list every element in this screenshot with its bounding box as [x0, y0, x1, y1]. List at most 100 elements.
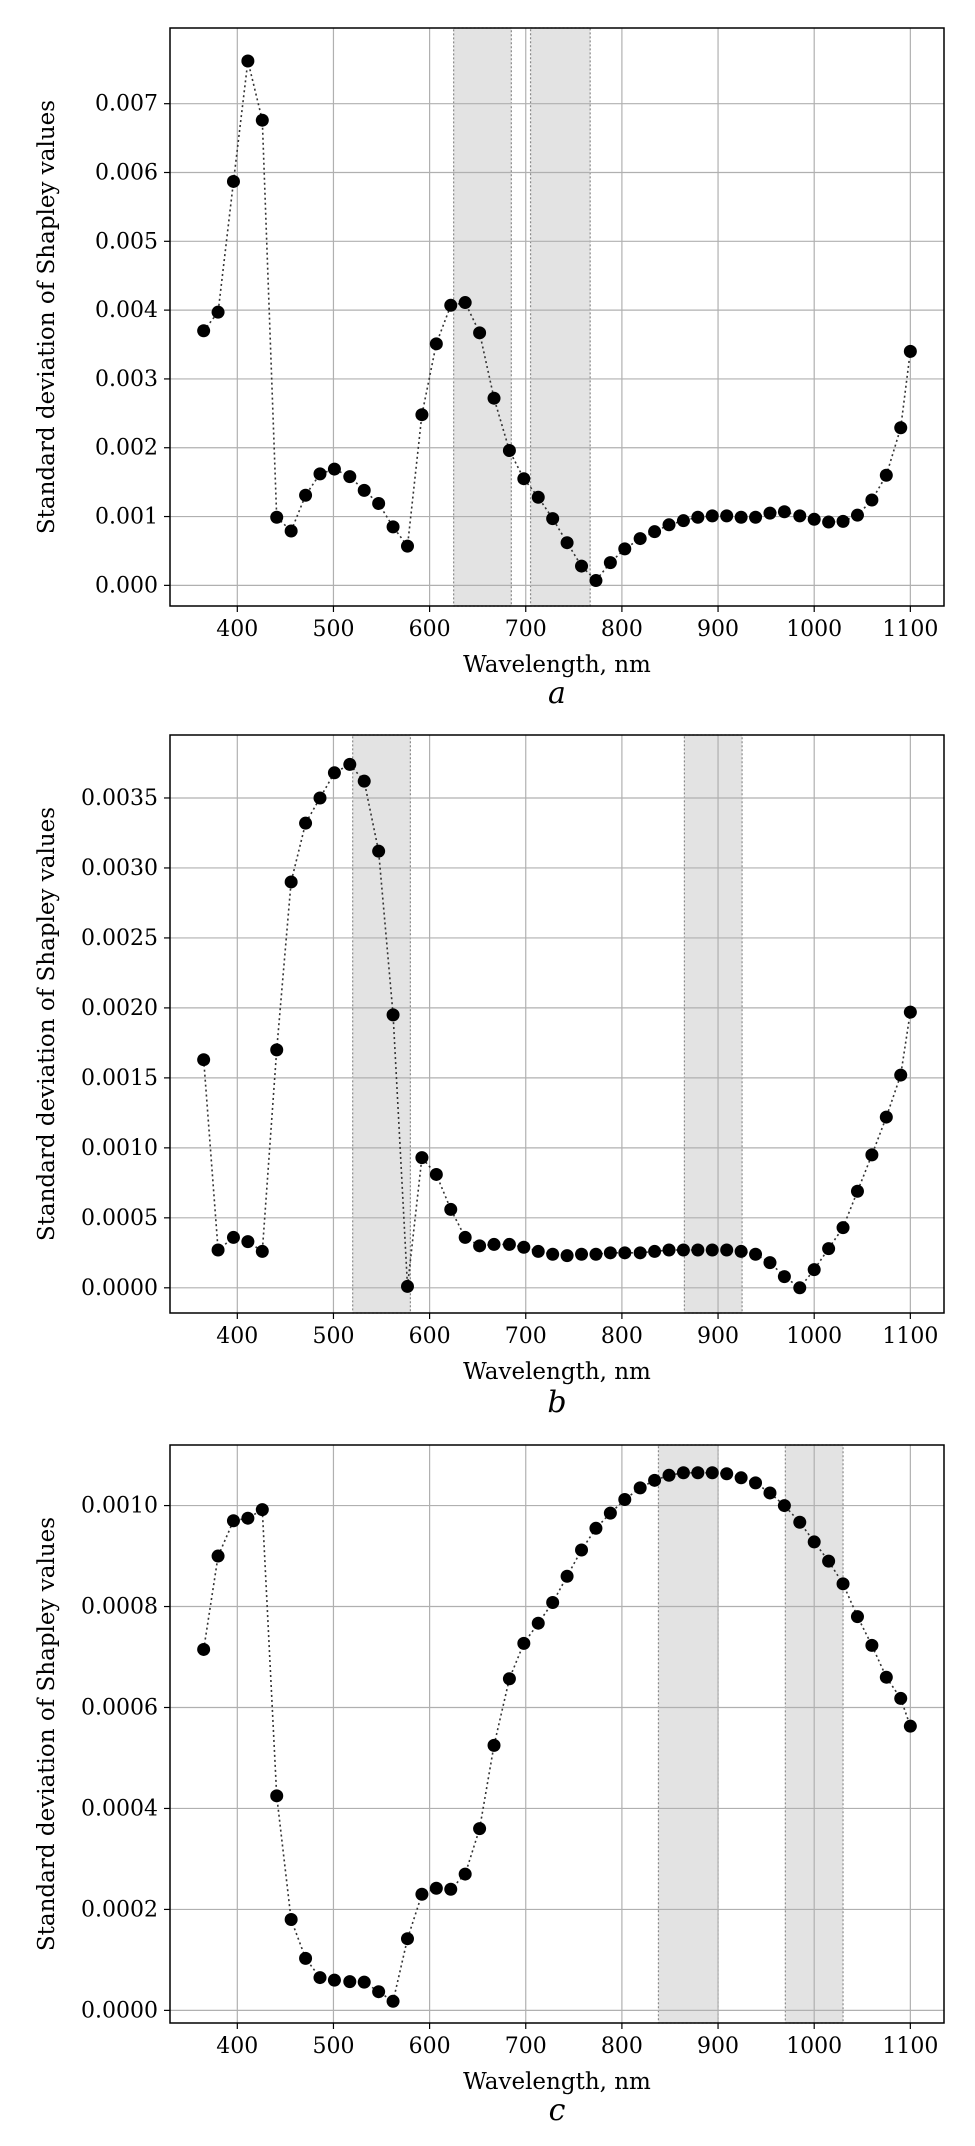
data-point	[299, 488, 313, 502]
y-tick-label: 0.0030	[81, 856, 158, 881]
data-point	[662, 518, 676, 532]
data-point	[226, 1230, 240, 1244]
data-point	[894, 1068, 908, 1082]
data-point	[633, 1246, 647, 1260]
data-point	[473, 1822, 487, 1836]
x-tick-label: 800	[601, 617, 643, 642]
y-tick-label: 0.0020	[81, 996, 158, 1021]
data-point	[749, 1247, 763, 1261]
y-tick-label: 0.004	[95, 298, 158, 323]
data-point	[517, 472, 531, 486]
data-point	[879, 468, 893, 482]
data-point	[211, 1549, 225, 1563]
data-point	[429, 1881, 443, 1895]
data-point	[836, 1577, 850, 1591]
data-point	[444, 1202, 458, 1216]
highlight-band	[529, 27, 591, 607]
y-tick-label: 0.000	[95, 573, 158, 598]
data-point	[546, 1247, 560, 1261]
data-point	[676, 514, 690, 528]
data-point	[270, 1789, 284, 1803]
data-point	[473, 1239, 487, 1253]
data-point	[691, 510, 705, 524]
data-point	[226, 174, 240, 188]
y-tick-label: 0.007	[95, 92, 158, 117]
data-point	[255, 113, 269, 127]
data-point	[255, 1503, 269, 1517]
x-tick-label: 1000	[786, 2034, 842, 2059]
data-point	[560, 1569, 574, 1583]
data-point	[357, 483, 371, 497]
x-tick-label: 400	[216, 617, 258, 642]
data-point	[400, 1932, 414, 1946]
x-tick-label: 900	[697, 1324, 739, 1349]
panel-a: 400 500 600 700 800 900 1000 1100 0.000 0.001 0.00…	[34, 27, 945, 711]
x-axis-label: Wavelength, nm	[463, 2069, 651, 2095]
data-point	[400, 539, 414, 553]
data-point	[487, 1738, 501, 1752]
data-point	[575, 1543, 589, 1557]
data-point	[705, 1466, 719, 1480]
data-point	[648, 525, 662, 539]
data-point	[343, 470, 357, 484]
y-tick-label: 0.0006	[81, 1695, 158, 1720]
data-point	[807, 1263, 821, 1277]
x-axis-label: Wavelength, nm	[463, 1359, 651, 1385]
data-point	[517, 1636, 531, 1650]
data-point	[793, 1281, 807, 1295]
data-point	[241, 54, 255, 68]
data-point	[705, 509, 719, 523]
x-tick-label: 1100	[882, 2034, 938, 2059]
series-line	[202, 1472, 912, 2003]
data-point	[270, 1043, 284, 1057]
series-line	[202, 763, 912, 1289]
y-axis-label: Standard deviation of Shapley values	[34, 100, 60, 534]
data-point	[284, 875, 298, 889]
data-point	[502, 443, 516, 457]
data-point	[531, 490, 545, 504]
data-point	[822, 1554, 836, 1568]
data-point	[777, 1270, 791, 1284]
data-point	[415, 1887, 429, 1901]
data-point	[255, 1244, 269, 1258]
data-point	[386, 520, 400, 534]
data-point	[865, 493, 879, 507]
x-tick-label: 700	[505, 2034, 547, 2059]
data-point	[749, 1476, 763, 1490]
data-point	[386, 1994, 400, 2008]
data-point	[226, 1514, 240, 1528]
y-axis-label: Standard deviation of Shapley values	[34, 807, 60, 1241]
data-point	[386, 1008, 400, 1022]
data-point	[458, 296, 472, 310]
x-tick-label: 600	[409, 2034, 451, 2059]
data-point	[807, 1535, 821, 1549]
y-axis-label: Standard deviation of Shapley values	[34, 1517, 60, 1951]
data-point	[648, 1244, 662, 1258]
data-point	[705, 1243, 719, 1257]
data-point	[676, 1243, 690, 1257]
x-tick-label: 1100	[882, 1324, 938, 1349]
data-point	[284, 1913, 298, 1927]
panel-label: a	[548, 676, 566, 711]
x-tick-label: 1000	[786, 617, 842, 642]
data-point	[691, 1466, 705, 1480]
data-point	[720, 1243, 734, 1257]
data-point	[487, 1237, 501, 1251]
y-tick-label: 0.0000	[81, 1998, 158, 2023]
data-point	[807, 512, 821, 526]
data-point	[531, 1244, 545, 1258]
data-point	[603, 1246, 617, 1260]
data-point	[458, 1230, 472, 1244]
data-point	[618, 1246, 632, 1260]
data-point	[327, 1973, 341, 1987]
data-point	[429, 1167, 443, 1181]
y-tick-label: 0.003	[95, 367, 158, 392]
data-point	[299, 816, 313, 830]
data-point	[415, 408, 429, 422]
data-point	[865, 1638, 879, 1652]
panel-c: 400 500 600 700 800 900 1000 1100 0.0000 0.0002 0.…	[34, 1444, 945, 2128]
data-point	[400, 1279, 414, 1293]
data-point	[676, 1466, 690, 1480]
data-point	[662, 1468, 676, 1482]
